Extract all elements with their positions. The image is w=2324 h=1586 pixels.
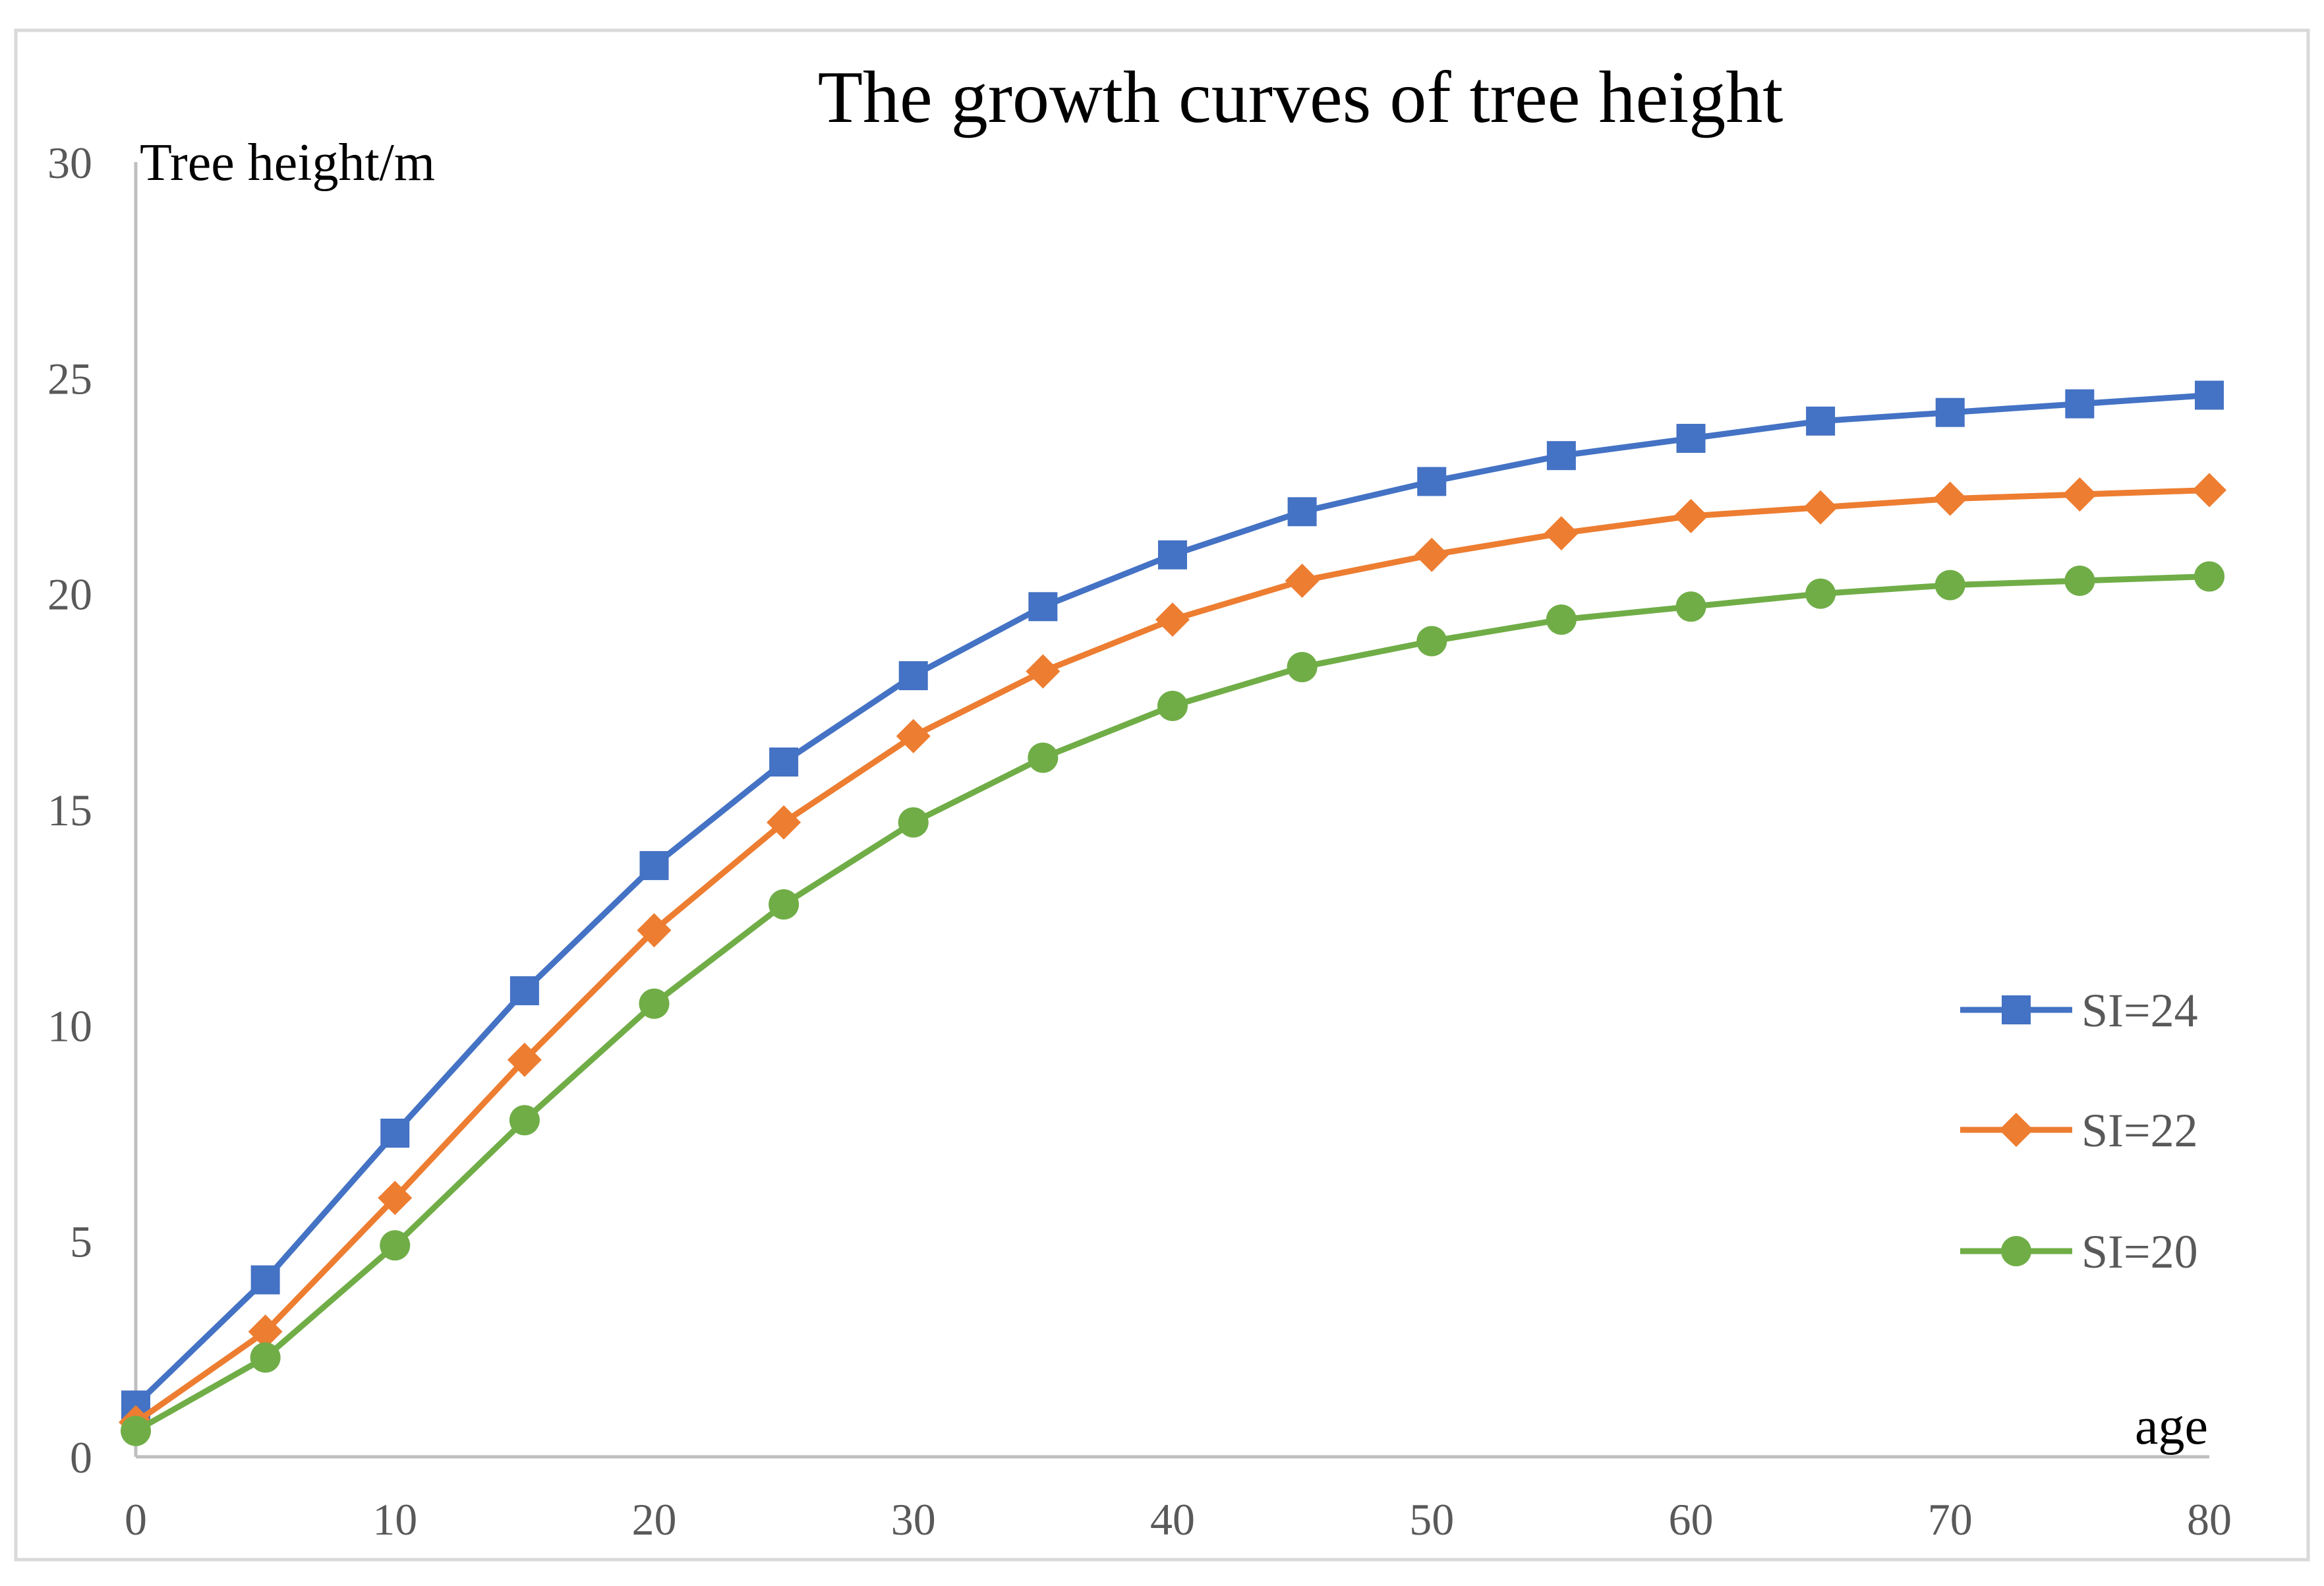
data-point <box>1546 604 1577 635</box>
legend-item: SI=22 <box>1960 1104 2198 1157</box>
data-point <box>1414 537 1449 572</box>
data-point <box>639 988 670 1019</box>
data-point <box>1934 570 1965 601</box>
chart-border <box>14 28 2310 1562</box>
data-point <box>1287 651 1318 682</box>
x-tick-label: 10 <box>372 1494 417 1544</box>
data-point <box>1935 397 1965 427</box>
series <box>119 380 2226 1446</box>
data-point <box>2062 477 2097 512</box>
data-point <box>509 1105 540 1136</box>
data-point <box>1544 516 1579 551</box>
x-tick-labels: 0 10 20 30 40 50 60 70 80 <box>125 1494 2232 1544</box>
data-point <box>1546 441 1576 471</box>
data-point <box>1285 564 1320 599</box>
data-point <box>509 976 539 1005</box>
y-tick-label: 5 <box>70 1217 92 1267</box>
x-tick-label: 70 <box>1928 1494 1973 1544</box>
data-point <box>2195 380 2224 410</box>
y-tick-label: 30 <box>47 138 92 188</box>
data-point <box>1806 406 1836 436</box>
data-point <box>121 1415 151 1446</box>
data-point <box>1676 423 1706 453</box>
data-point <box>1287 497 1317 527</box>
data-point <box>1673 498 1708 533</box>
data-point <box>2064 566 2095 597</box>
legend-marker <box>1999 1113 2033 1147</box>
data-point <box>1158 540 1187 570</box>
data-point <box>898 661 928 691</box>
legend-marker <box>2001 1236 2031 1266</box>
data-point <box>1026 654 1060 689</box>
data-point <box>1675 591 1706 622</box>
data-point <box>1028 742 1059 773</box>
legend-label: SI=22 <box>2081 1104 2198 1157</box>
x-tick-label: 80 <box>2187 1494 2232 1544</box>
data-point <box>248 1314 283 1349</box>
series-SI=24 <box>121 380 2224 1420</box>
data-point <box>250 1342 281 1373</box>
y-tick-label: 10 <box>47 1001 92 1051</box>
data-point <box>767 805 801 840</box>
data-point <box>1157 690 1188 721</box>
data-point <box>896 719 931 753</box>
data-point <box>1416 626 1447 657</box>
legend: SI=24 SI=22 SI=20 <box>1960 984 2198 1278</box>
series-SI=20 <box>121 561 2224 1446</box>
data-point <box>1805 578 1836 609</box>
x-tick-label: 50 <box>1409 1494 1454 1544</box>
y-tick-label: 20 <box>47 570 92 620</box>
data-point <box>250 1265 280 1295</box>
data-point <box>2192 473 2226 508</box>
data-point <box>2194 561 2224 592</box>
x-tick-label: 20 <box>632 1494 677 1544</box>
legend-item: SI=24 <box>1960 984 2198 1037</box>
axes <box>134 162 2209 1459</box>
data-point <box>639 851 669 881</box>
data-point <box>1932 481 1967 516</box>
data-point <box>1803 490 1838 525</box>
y-tick-label: 25 <box>47 353 92 403</box>
data-point <box>1155 602 1190 637</box>
data-point <box>2065 389 2095 419</box>
y-tick-label: 0 <box>70 1432 92 1483</box>
x-tick-label: 40 <box>1150 1494 1195 1544</box>
data-point <box>1028 592 1058 622</box>
y-axis-title: Tree height/m <box>140 134 435 192</box>
data-point <box>1417 467 1447 496</box>
chart-title: The growth curves of tree height <box>818 57 1784 138</box>
data-point <box>507 1042 542 1077</box>
data-point <box>380 1119 410 1148</box>
data-point <box>769 889 799 920</box>
y-tick-label: 15 <box>47 785 92 835</box>
x-tick-label: 30 <box>891 1494 936 1544</box>
data-point <box>378 1181 413 1216</box>
legend-marker <box>2002 995 2031 1024</box>
x-tick-label: 0 <box>125 1494 147 1544</box>
y-tick-labels: 0 5 10 15 20 25 30 <box>47 138 92 1483</box>
legend-item: SI=20 <box>1960 1225 2198 1278</box>
data-point <box>380 1230 411 1261</box>
x-axis-title: age <box>2135 1397 2208 1455</box>
x-tick-label: 60 <box>1669 1494 1714 1544</box>
data-point <box>769 747 799 777</box>
legend-label: SI=20 <box>2081 1225 2198 1278</box>
data-point <box>637 913 672 948</box>
data-point <box>898 807 929 838</box>
legend-label: SI=24 <box>2081 984 2198 1037</box>
